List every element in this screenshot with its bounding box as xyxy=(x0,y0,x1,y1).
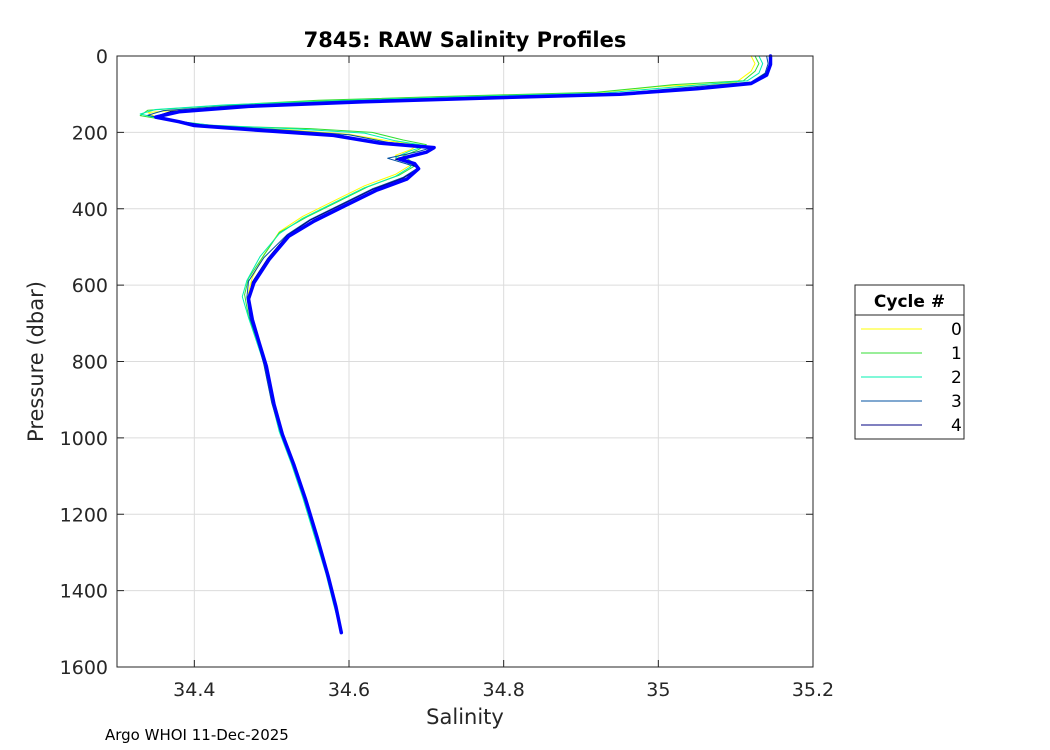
y-tick-label: 400 xyxy=(72,199,108,221)
x-tick-label: 34.4 xyxy=(173,679,215,701)
y-tick-label: 1400 xyxy=(60,581,108,603)
x-axis-label: Salinity xyxy=(426,705,504,729)
legend-label-cycle-1: 1 xyxy=(951,344,962,364)
y-tick-label: 800 xyxy=(72,352,108,374)
y-tick-label: 0 xyxy=(96,46,108,68)
legend-title: Cycle # xyxy=(874,292,945,312)
axis-ticks: 34.4 34.6 34.8 35 35.2 0 200 400 600 800 1000 1200 1… xyxy=(60,46,835,701)
data-series xyxy=(139,54,773,635)
legend-label-cycle-0: 0 xyxy=(951,320,962,340)
x-tick-label: 34.8 xyxy=(483,679,525,701)
legend-box xyxy=(854,284,965,440)
legend: Cycle # 0 1 2 3 4 xyxy=(854,284,965,440)
y-tick-label: 1600 xyxy=(60,657,108,679)
chart-title: 7845: RAW Salinity Profiles xyxy=(304,28,627,52)
x-tick-label: 35 xyxy=(646,679,670,701)
legend-label-cycle-3: 3 xyxy=(951,392,962,412)
legend-label-cycle-4: 4 xyxy=(951,416,962,436)
x-tick-label: 34.6 xyxy=(328,679,370,701)
y-tick-label: 600 xyxy=(72,275,108,297)
y-tick-label: 1000 xyxy=(60,428,108,450)
y-axis-label: Pressure (dbar) xyxy=(24,281,48,442)
y-tick-label: 1200 xyxy=(60,504,108,526)
series-line-highlight xyxy=(153,54,773,635)
x-tick-label: 35.2 xyxy=(792,679,834,701)
legend-items: 0 1 2 3 4 xyxy=(861,320,962,436)
legend-label-cycle-2: 2 xyxy=(951,368,962,388)
footer-credit: Argo WHOI 11-Dec-2025 xyxy=(105,726,289,744)
y-tick-label: 200 xyxy=(72,122,108,144)
